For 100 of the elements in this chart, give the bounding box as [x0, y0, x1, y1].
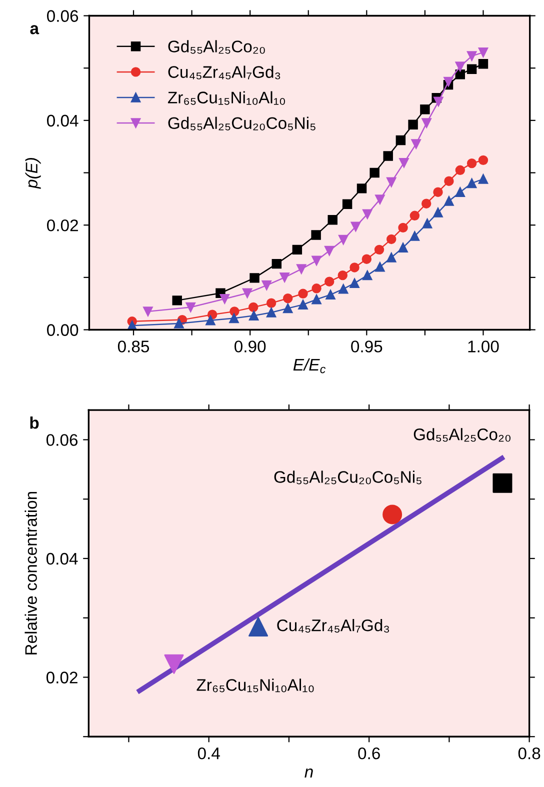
point — [312, 294, 322, 304]
point — [350, 222, 361, 232]
point — [398, 222, 408, 233]
point — [356, 184, 367, 194]
point — [478, 59, 488, 69]
point — [312, 284, 322, 294]
point — [375, 262, 385, 272]
annotation: Cu₄₅Zr₄₅Al₇Gd₃ — [277, 619, 390, 633]
point — [338, 284, 348, 294]
y-axis-title: p(E) — [25, 158, 41, 189]
y-tick-label: 0.02 — [46, 672, 78, 684]
point — [266, 308, 276, 318]
point — [383, 151, 393, 161]
point — [250, 273, 260, 283]
legend-label: Cu₄₅Zr₄₅Al₇Gd₃ — [168, 66, 280, 80]
point — [444, 176, 454, 186]
point — [298, 300, 308, 310]
point — [280, 272, 290, 282]
point — [282, 293, 293, 304]
point — [338, 234, 348, 245]
text: a — [30, 25, 40, 34]
point — [350, 262, 360, 272]
y-tick-label: 0.04 — [46, 552, 78, 565]
point — [396, 135, 406, 146]
point — [328, 214, 338, 225]
point — [370, 168, 380, 178]
point — [242, 288, 252, 298]
point — [362, 254, 372, 264]
point — [324, 276, 334, 286]
point — [434, 96, 444, 106]
annotation: Gd₅₅Al₂₅Co₂₀ — [414, 428, 510, 442]
point — [248, 310, 259, 320]
x-tick-label: 0.95 — [351, 340, 382, 352]
x-tick-label: 0.8 — [518, 747, 540, 760]
legend-label: Gd₅₅Al₂₅Cu₂₀Co₅Ni₅ — [168, 116, 316, 130]
y-tick-label: 0.06 — [47, 10, 78, 22]
point — [324, 246, 334, 256]
point — [206, 315, 216, 326]
point — [408, 120, 418, 130]
legend-label: Gd₅₅Al₂₅Co₂₀ — [168, 40, 265, 54]
point — [186, 302, 196, 312]
point — [266, 298, 276, 308]
point — [422, 218, 432, 228]
x-tick-label: 1.00 — [468, 340, 499, 352]
point — [410, 210, 420, 221]
point — [248, 302, 258, 312]
point — [338, 270, 348, 280]
point — [421, 198, 432, 208]
y-tick-label: 0.04 — [47, 114, 78, 127]
x-axis-title: E/E$_{c}$ — [293, 358, 326, 374]
point — [172, 296, 182, 306]
point — [311, 230, 321, 240]
point — [164, 654, 184, 674]
point — [362, 270, 372, 280]
point — [174, 318, 184, 328]
point — [420, 104, 430, 114]
point — [342, 199, 352, 210]
point — [410, 231, 420, 241]
point — [374, 244, 384, 255]
x-tick-label: 0.4 — [198, 747, 220, 760]
y-axis-title: Relative concentration — [24, 492, 37, 654]
y-tick-label: 0.02 — [47, 219, 78, 232]
point — [455, 62, 466, 72]
point — [466, 64, 477, 74]
point — [375, 194, 385, 204]
point — [220, 294, 230, 304]
x-tick-label: 0.90 — [234, 340, 266, 352]
y-tick-label: 0.06 — [46, 434, 78, 446]
point — [292, 244, 302, 255]
point — [478, 155, 488, 166]
point — [248, 617, 268, 637]
point — [478, 48, 488, 58]
point — [386, 234, 396, 244]
point — [362, 209, 372, 219]
point — [478, 174, 488, 184]
annotation: Zr₆₅Cu₁₅Ni₁₀Al₁₀ — [196, 678, 314, 692]
legend-label: Zr₆₅Cu₁₅Ni₁₀Al₁₀ — [168, 91, 285, 105]
point — [282, 303, 293, 314]
point — [382, 504, 402, 524]
x-tick-label: 0.6 — [358, 747, 380, 760]
point — [296, 264, 306, 274]
point — [433, 208, 443, 218]
x-axis-title: n — [304, 768, 313, 778]
point — [312, 256, 322, 266]
point — [229, 313, 239, 324]
point — [262, 280, 272, 290]
point — [230, 306, 240, 316]
y-tick-label: 0.00 — [47, 324, 78, 336]
text: b — [30, 416, 39, 429]
point — [272, 258, 282, 269]
point — [455, 165, 466, 175]
point — [398, 242, 408, 252]
point — [422, 118, 432, 128]
point — [444, 76, 454, 87]
point — [143, 306, 153, 316]
annotation: Gd₅₅Al₂₅Cu₂₀Co₅Ni₅ — [274, 470, 422, 484]
point — [455, 187, 466, 197]
point — [386, 177, 396, 188]
point — [350, 278, 360, 288]
point — [444, 196, 454, 206]
